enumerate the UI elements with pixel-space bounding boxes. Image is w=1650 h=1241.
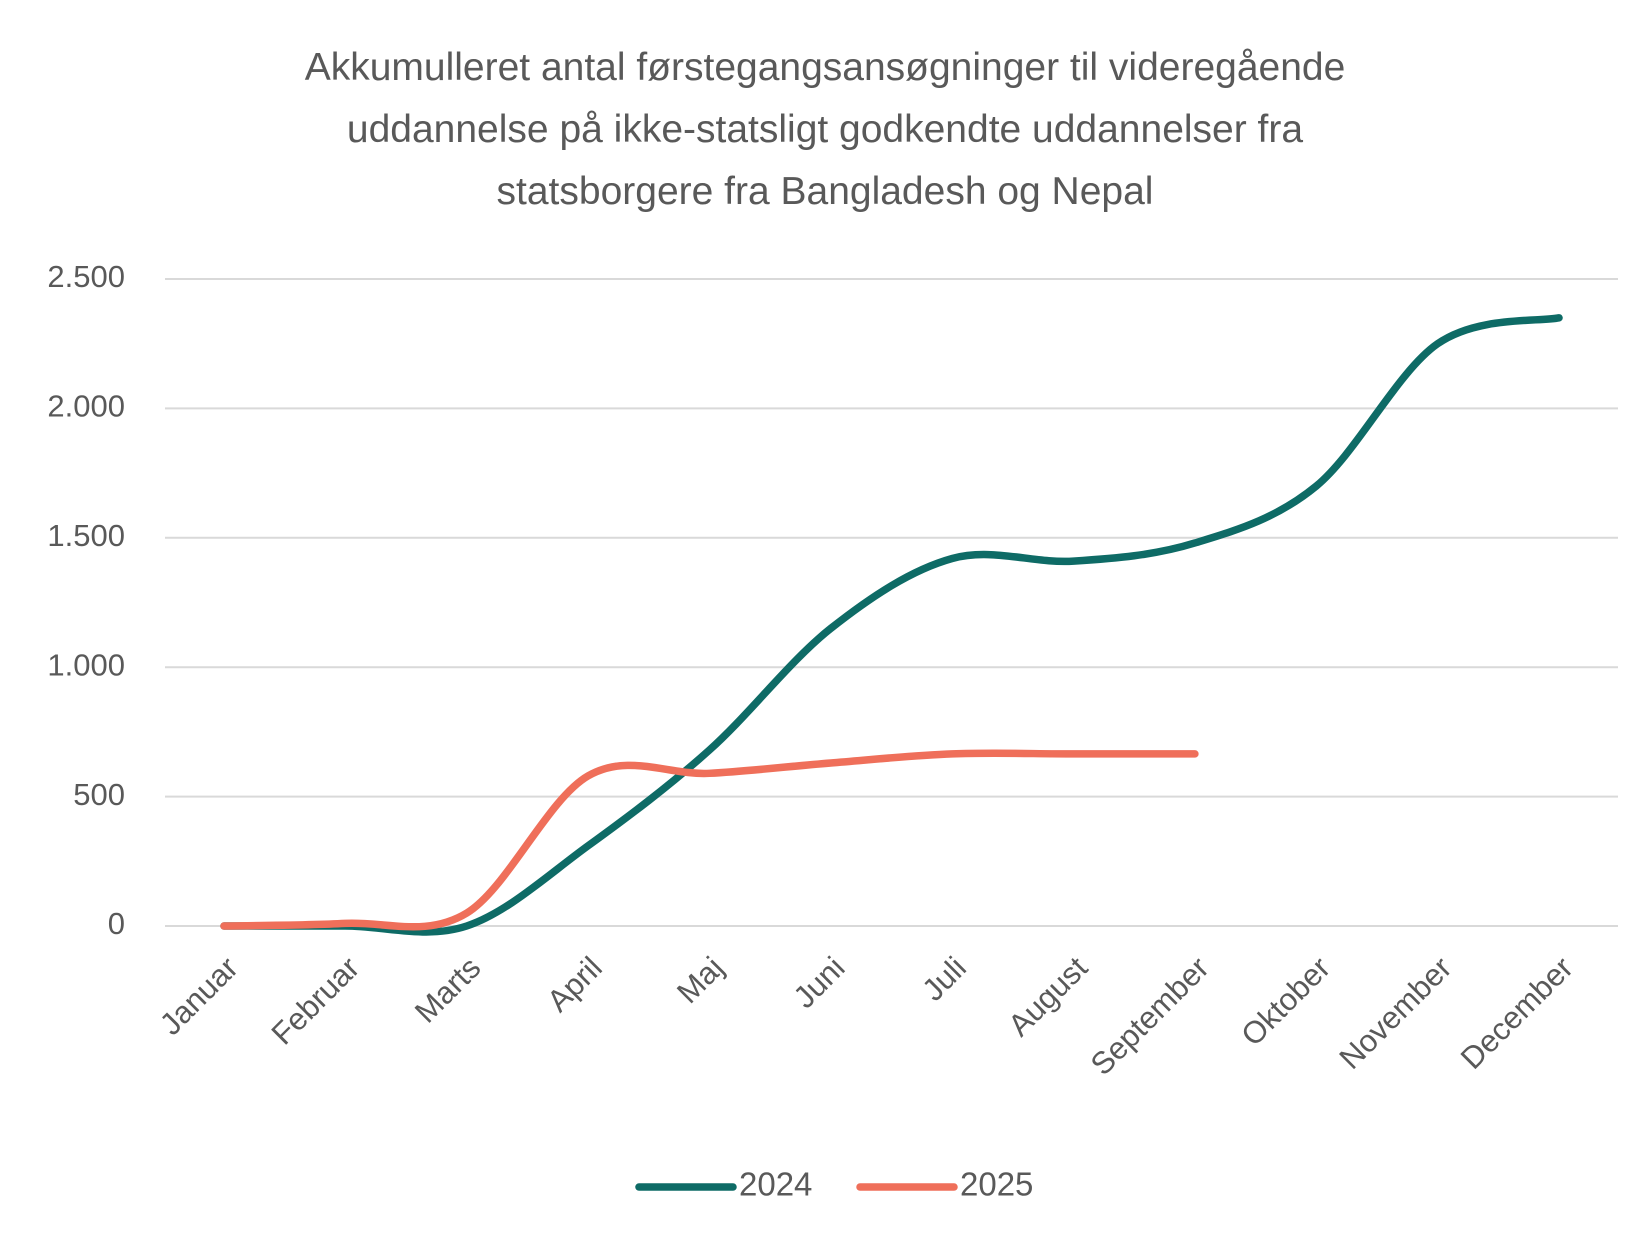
chart-title: uddannelse på ikke-statsligt godkendte u… <box>347 108 1303 151</box>
chart-title: Akkumulleret antal førstegangsansøgninge… <box>305 46 1346 89</box>
x-tick-label: December <box>1454 950 1580 1076</box>
line-series <box>220 314 1563 936</box>
x-tick-label: Juni <box>787 950 852 1015</box>
legend-label: 2025 <box>960 1166 1033 1203</box>
y-tick-label: 2.000 <box>47 389 125 424</box>
y-tick-label: 1.500 <box>47 518 125 553</box>
chart-title: statsborgere fra Bangladesh og Nepal <box>497 170 1154 213</box>
line-series <box>220 749 1199 931</box>
y-tick-label: 1.000 <box>47 647 125 682</box>
x-tick-label: August <box>1001 950 1094 1043</box>
x-tick-label: September <box>1084 950 1216 1082</box>
x-tick-label: Marts <box>408 950 488 1030</box>
y-tick-label: 500 <box>73 777 125 812</box>
x-tick-label: Juli <box>915 950 973 1008</box>
x-tick-label: Maj <box>670 950 730 1010</box>
x-tick-label: April <box>540 950 609 1019</box>
y-tick-label: 2.500 <box>47 259 125 294</box>
x-tick-label: November <box>1333 950 1459 1076</box>
y-tick-label: 0 <box>108 906 125 941</box>
x-tick-label: Januar <box>153 950 245 1042</box>
x-tick-label: Februar <box>265 950 367 1052</box>
x-tick-label: Oktober <box>1234 950 1337 1053</box>
legend-label: 2024 <box>739 1166 812 1203</box>
